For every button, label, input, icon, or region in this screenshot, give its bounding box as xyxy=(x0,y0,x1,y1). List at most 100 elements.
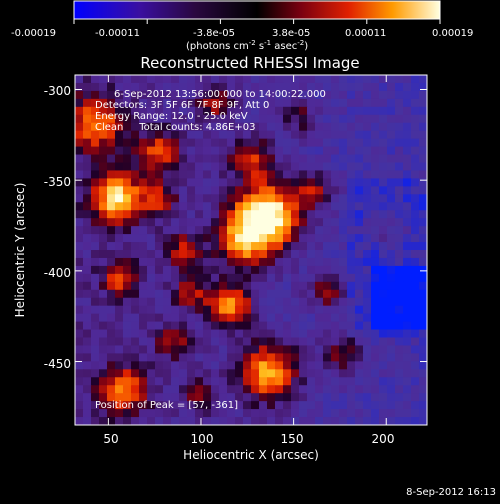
heatmap-cell xyxy=(275,265,284,275)
heatmap-cell xyxy=(83,417,92,425)
heatmap-cell xyxy=(235,98,244,108)
heatmap-cell xyxy=(203,178,212,187)
heatmap-cell xyxy=(171,337,180,347)
heatmap-cell xyxy=(147,385,156,394)
heatmap-cell xyxy=(227,162,236,172)
heatmap-cell xyxy=(203,265,212,275)
heatmap-cell xyxy=(163,409,172,418)
heatmap-cell xyxy=(419,234,427,243)
heatmap-cell xyxy=(275,170,284,179)
heatmap-cell xyxy=(307,393,316,402)
heatmap-cell xyxy=(259,146,268,156)
heatmap-cell xyxy=(275,345,284,354)
heatmap-cell xyxy=(315,82,324,92)
heatmap-cell xyxy=(267,273,276,283)
heatmap-cell xyxy=(291,234,300,243)
heatmap-cell xyxy=(155,401,164,410)
heatmap-cell xyxy=(347,353,356,362)
heatmap-cell xyxy=(171,321,180,331)
heatmap-cell xyxy=(259,273,268,283)
heatmap-cell xyxy=(187,130,196,140)
heatmap-cell xyxy=(411,297,420,307)
heatmap-cell xyxy=(371,257,380,267)
heatmap-cell xyxy=(179,106,188,116)
heatmap-cell xyxy=(307,377,316,386)
heatmap-cell xyxy=(163,305,172,315)
heatmap-cell xyxy=(315,281,324,291)
heatmap-cell xyxy=(171,313,180,323)
heatmap-cell xyxy=(91,337,100,347)
heatmap-cell xyxy=(291,273,300,283)
heatmap-cell xyxy=(411,138,420,148)
heatmap-cell xyxy=(235,130,244,140)
heatmap-cell xyxy=(91,297,100,307)
heatmap-cell xyxy=(331,186,340,195)
heatmap-cell xyxy=(163,130,172,140)
heatmap-cell xyxy=(275,409,284,418)
heatmap-cell xyxy=(347,75,356,84)
heatmap-cell xyxy=(411,289,420,299)
heatmap-cell xyxy=(107,289,116,299)
heatmap-cell xyxy=(307,329,316,339)
heatmap-cell xyxy=(387,82,396,92)
heatmap-cell xyxy=(315,321,324,331)
heatmap-cell xyxy=(107,106,116,116)
heatmap-cell xyxy=(331,329,340,339)
heatmap-cell xyxy=(211,146,220,156)
heatmap-cell xyxy=(235,234,244,243)
heatmap-cell xyxy=(355,194,364,203)
heatmap-cell xyxy=(355,186,364,195)
heatmap-cell xyxy=(155,170,164,179)
heatmap-cell xyxy=(275,273,284,283)
heatmap-cell xyxy=(227,130,236,140)
heatmap-cell xyxy=(403,82,412,92)
heatmap-cell xyxy=(219,154,228,164)
heatmap-cell xyxy=(259,393,268,402)
heatmap-cell xyxy=(219,250,228,259)
heatmap-cell xyxy=(203,170,212,179)
heatmap-cell xyxy=(403,218,412,227)
heatmap-cell xyxy=(107,321,116,331)
heatmap-cell xyxy=(179,186,188,195)
plot-title: Reconstructed RHESSI Image xyxy=(140,54,359,72)
heatmap-cell xyxy=(347,130,356,140)
heatmap-cell xyxy=(323,393,332,402)
heatmap-cell xyxy=(75,313,84,323)
heatmap-cell xyxy=(195,257,204,267)
heatmap-cell xyxy=(395,202,404,211)
heatmap-cell xyxy=(251,337,260,347)
heatmap-cell xyxy=(387,234,396,243)
heatmap-cell xyxy=(243,202,252,211)
heatmap-cell xyxy=(251,170,260,179)
heatmap-cell xyxy=(331,130,340,140)
heatmap-cell xyxy=(275,234,284,243)
heatmap-cell xyxy=(339,82,348,92)
heatmap-cell xyxy=(227,234,236,243)
heatmap-cell xyxy=(403,273,412,283)
heatmap-cell xyxy=(243,361,252,370)
heatmap-cell xyxy=(195,218,204,227)
heatmap-cell xyxy=(379,345,388,354)
heatmap-cell xyxy=(219,401,228,410)
heatmap-cell xyxy=(283,265,292,275)
heatmap-cell xyxy=(83,409,92,418)
heatmap-cell xyxy=(395,210,404,219)
heatmap-cell xyxy=(139,202,148,211)
heatmap-cell xyxy=(99,154,108,164)
heatmap-cell xyxy=(147,345,156,354)
heatmap-cell xyxy=(187,234,196,243)
heatmap-cell xyxy=(227,98,236,108)
heatmap-cell xyxy=(291,393,300,402)
heatmap-cell xyxy=(179,218,188,227)
heatmap-cell xyxy=(99,313,108,323)
heatmap-cell xyxy=(75,281,84,291)
heatmap-cell xyxy=(83,289,92,299)
heatmap-cell xyxy=(347,194,356,203)
heatmap-cell xyxy=(403,162,412,172)
heatmap-cell xyxy=(371,417,380,425)
heatmap-cell xyxy=(155,273,164,283)
heatmap-cell xyxy=(99,138,108,148)
heatmap-cell xyxy=(259,98,268,108)
heatmap-cell xyxy=(179,130,188,140)
heatmap-cell xyxy=(283,75,292,84)
